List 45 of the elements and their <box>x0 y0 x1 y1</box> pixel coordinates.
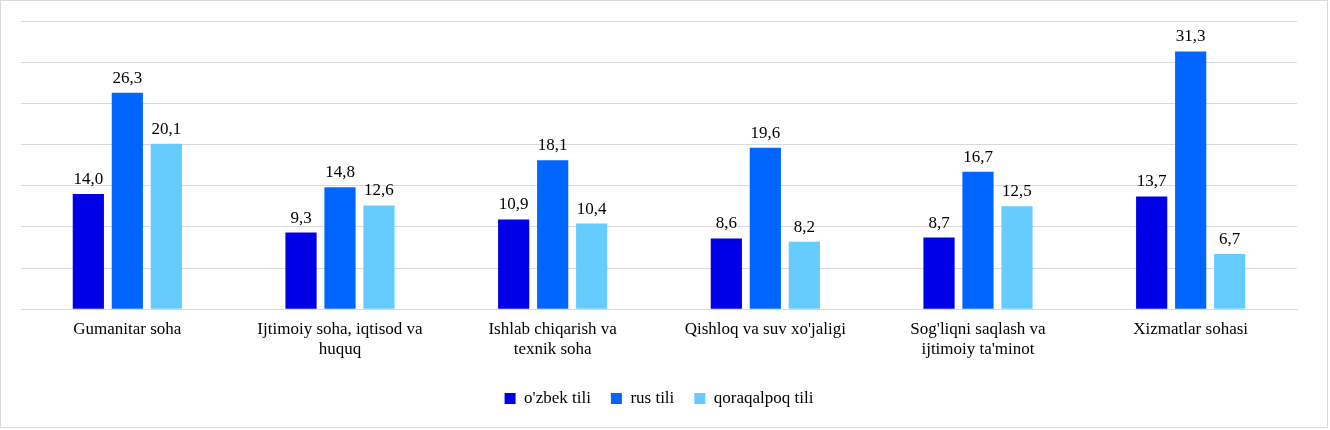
bar <box>111 92 143 309</box>
bar <box>749 147 781 309</box>
bar <box>1175 51 1207 309</box>
bar <box>285 232 317 309</box>
data-label: 19,6 <box>750 122 781 142</box>
x-tick-label: Sog'liqni saqlash va ijtimoiy ta'minot <box>910 318 1047 359</box>
legend-label: rus tili <box>630 387 675 407</box>
bar <box>324 187 356 309</box>
bar <box>1136 196 1168 309</box>
bar <box>923 237 955 309</box>
bar <box>1001 206 1033 309</box>
bar <box>72 193 104 309</box>
bar <box>498 219 530 309</box>
legend-label: o'zbek tili <box>524 387 592 407</box>
data-label: 8,6 <box>715 213 737 233</box>
data-label: 10,4 <box>576 198 608 218</box>
bar <box>150 143 182 309</box>
x-tick-label: Qishloq va suv xo'jaligi <box>684 318 847 338</box>
bar <box>710 238 742 309</box>
data-label: 16,7 <box>963 146 994 166</box>
data-label: 14,0 <box>73 168 104 188</box>
bar <box>537 160 569 309</box>
data-label: 18,1 <box>537 135 568 155</box>
legend-label: qoraqalpoq tili <box>713 387 814 407</box>
x-tick-label: Xizmatlar sohasi <box>1133 318 1249 338</box>
bar <box>962 171 994 309</box>
bar <box>1214 254 1246 309</box>
bar <box>788 241 820 309</box>
data-label: 9,3 <box>290 207 312 227</box>
data-label: 10,9 <box>498 194 529 214</box>
x-tick-label: Ijtimoiy soha, iqtisod va huquq <box>257 318 424 359</box>
data-label: 20,1 <box>151 118 182 138</box>
data-label: 6,7 <box>1219 229 1241 248</box>
data-label: 13,7 <box>1136 171 1168 191</box>
data-label: 31,3 <box>1175 26 1206 46</box>
data-label: 8,7 <box>928 212 951 232</box>
data-label: 12,5 <box>1002 181 1032 201</box>
data-label: 8,2 <box>793 216 815 236</box>
data-label: 26,3 <box>112 67 143 87</box>
data-label: 12,6 <box>364 180 394 200</box>
bar <box>363 205 395 309</box>
bar <box>576 223 608 309</box>
x-tick-label: Ishlab chiqarish va texnik soha <box>488 318 618 359</box>
x-tick-label: Gumanitar soha <box>73 318 182 338</box>
data-label: 14,8 <box>325 162 355 182</box>
